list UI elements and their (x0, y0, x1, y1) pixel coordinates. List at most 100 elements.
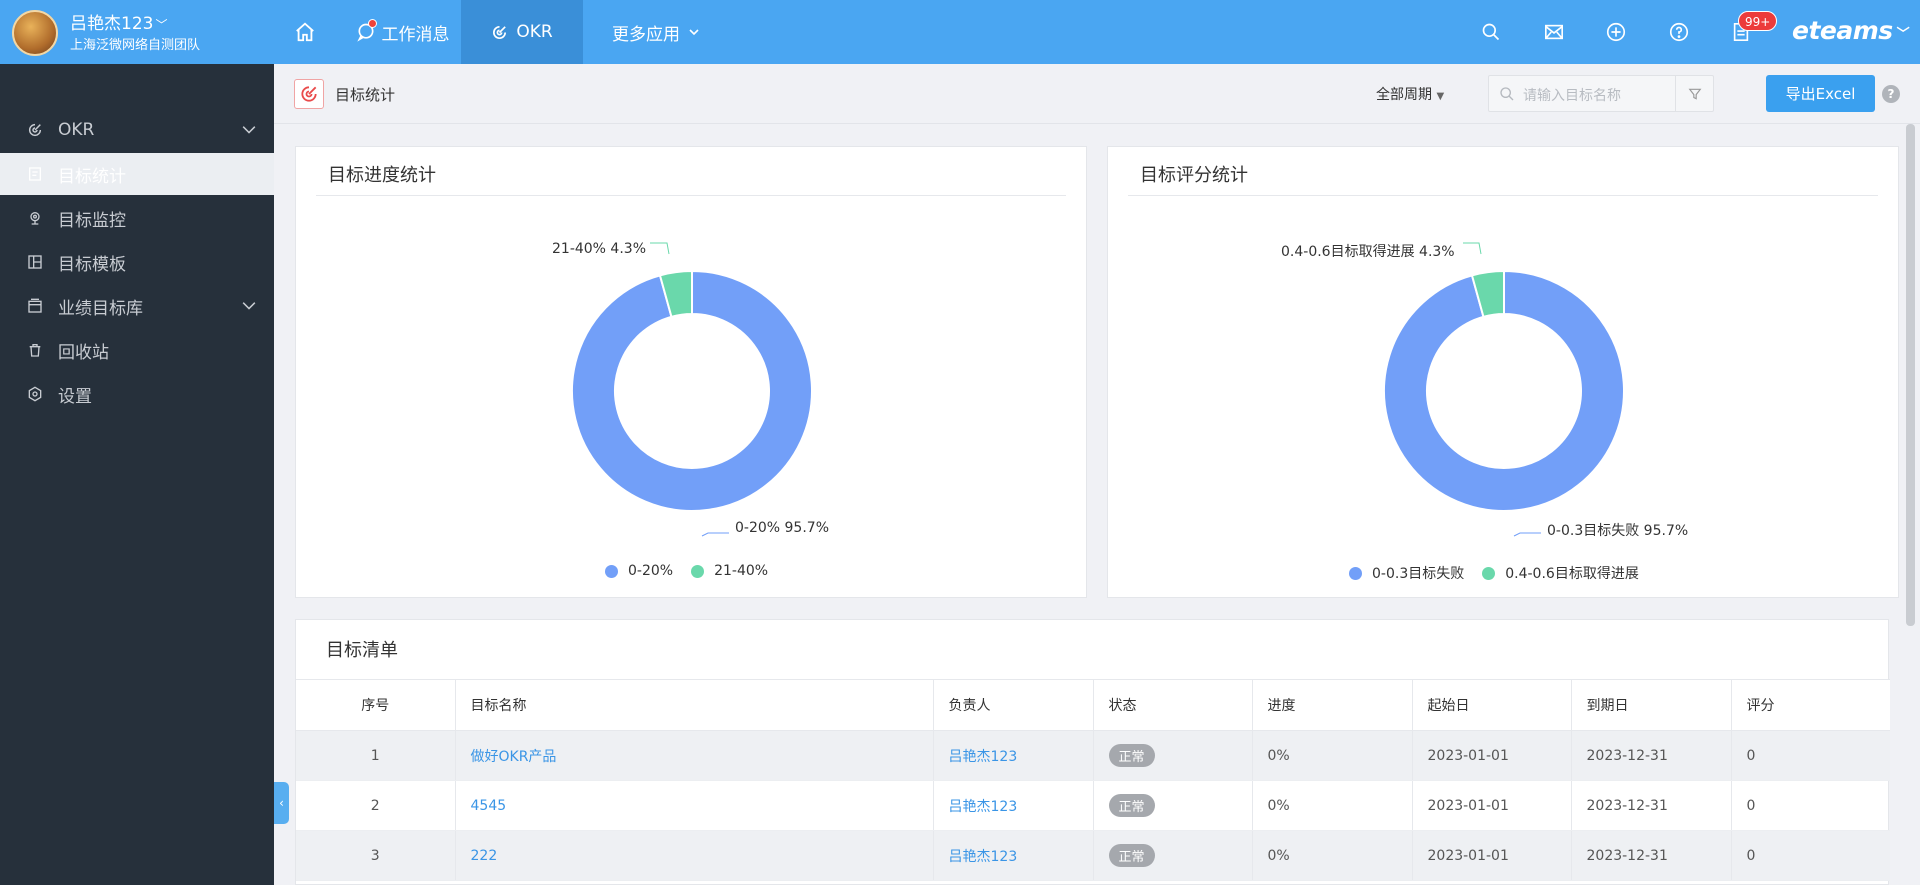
donut-slice-2[interactable] (658, 269, 693, 319)
user-name-text: 吕艳杰123 (70, 14, 154, 34)
filter-icon (1688, 88, 1701, 100)
user-name[interactable]: 吕艳杰123 ﹀ (70, 9, 167, 34)
period-dropdown[interactable]: 全部周期 ▼ (1376, 84, 1444, 104)
sidebar-item-okr[interactable]: OKR (0, 109, 274, 151)
goal-link[interactable]: 做好OKR产品 (470, 748, 557, 765)
page-header: 目标统计 全部周期 ▼ 请输入目标名称 导出Excel ? (274, 64, 1920, 124)
cell-due-date: 2023-12-31 (1570, 830, 1731, 881)
legend-item[interactable]: 0.4-0.6目标取得进展 (1505, 566, 1639, 582)
stats-icon (26, 165, 44, 183)
okr-icon (493, 25, 507, 39)
cell-progress: 0% (1251, 730, 1412, 781)
chevron-down-icon (689, 29, 699, 36)
search-icon (1482, 23, 1500, 41)
home-button[interactable] (285, 0, 325, 64)
donut-slice-1[interactable] (571, 269, 813, 512)
cell-status: 正常 (1092, 730, 1252, 781)
progress-chart-title: 目标进度统计 (328, 165, 436, 186)
sidebar: OKR 目标统计 目标监控 目标模板 业绩目标库 回收站 设置 (0, 64, 274, 885)
okr-icon (26, 121, 44, 139)
search-input[interactable]: 请输入目标名称 (1523, 88, 1621, 104)
sidebar-collapse-toggle[interactable]: ‹ (274, 782, 289, 824)
brand-logo[interactable]: eteams ﹀ (1792, 16, 1910, 45)
nav-more-apps[interactable]: 更多应用 (596, 0, 716, 64)
filter-button[interactable] (1675, 76, 1713, 111)
user-menu[interactable]: 吕艳杰123 ﹀ 上海泛微网络自测团队 (12, 8, 272, 56)
legend-item[interactable]: 0-20% (628, 563, 674, 579)
divider (316, 195, 1066, 196)
scrollbar[interactable] (1906, 124, 1915, 626)
brand-text: eteams (1792, 16, 1893, 45)
column-header[interactable]: 目标名称 (454, 679, 933, 731)
nav-more-apps-label: 更多应用 (612, 24, 680, 45)
score-chart-title: 目标评分统计 (1140, 165, 1248, 186)
owner-link[interactable]: 吕艳杰123 (948, 848, 1018, 865)
cell-goal-name: 222 (454, 830, 933, 881)
cell-progress: 0% (1251, 780, 1412, 831)
cell-index: 3 (296, 830, 455, 881)
progress-label-21-40: 21-40% 4.3% (552, 241, 647, 257)
search-field[interactable]: 请输入目标名称 (1488, 75, 1714, 112)
notification-badge: 99+ (1738, 11, 1778, 31)
sidebar-item-monitor[interactable]: 目标监控 (0, 197, 274, 239)
sidebar-item-stats[interactable]: 目标统计 (0, 153, 274, 195)
help-icon[interactable]: ? (1882, 85, 1900, 103)
table-header-row: 序号 目标名称 负责人 状态 进度 起始日 到期日 评分 (296, 679, 1890, 731)
cell-goal-name: 做好OKR产品 (454, 730, 933, 781)
add-button[interactable] (1602, 18, 1630, 46)
progress-donut-chart (571, 242, 813, 537)
owner-link[interactable]: 吕艳杰123 (948, 798, 1018, 815)
table-row[interactable]: 2 4545 吕艳杰123 正常 0% 2023-01-01 2023-12-3… (296, 780, 1890, 831)
nav-okr[interactable]: OKR (461, 0, 583, 64)
leader-line-2 (1463, 242, 1482, 255)
sidebar-item-trash[interactable]: 回收站 (0, 329, 274, 371)
top-bar: 吕艳杰123 ﹀ 上海泛微网络自测团队 工作消息 OKR 更多应用 99+ ete… (0, 0, 1920, 64)
legend-item[interactable]: 21-40% (714, 563, 769, 579)
library-icon (26, 297, 44, 315)
progress-legend: 0-20% 21-40% (605, 563, 768, 579)
donut-slice-1[interactable] (1383, 269, 1625, 512)
question-icon (1669, 22, 1689, 42)
mail-button[interactable] (1540, 18, 1568, 46)
help-button[interactable] (1665, 18, 1693, 46)
sidebar-item-label: 业绩目标库 (58, 298, 143, 319)
cell-score: 0 (1730, 830, 1890, 881)
sidebar-item-label: 设置 (58, 386, 92, 407)
sidebar-item-library[interactable]: 业绩目标库 (0, 285, 274, 327)
chevron-down-icon: ﹀ (1896, 26, 1910, 42)
column-header[interactable]: 起始日 (1411, 679, 1571, 731)
table-row[interactable]: 3 222 吕艳杰123 正常 0% 2023-01-01 2023-12-31… (296, 830, 1890, 881)
sidebar-item-template[interactable]: 目标模板 (0, 241, 274, 283)
column-header[interactable]: 状态 (1092, 679, 1252, 731)
nav-okr-label: OKR (516, 22, 553, 42)
column-header[interactable]: 到期日 (1570, 679, 1731, 731)
score-label-0.4-0.6: 0.4-0.6目标取得进展 4.3% (1281, 244, 1455, 260)
owner-link[interactable]: 吕艳杰123 (948, 748, 1018, 765)
search-button[interactable] (1477, 18, 1505, 46)
cell-goal-name: 4545 (454, 780, 933, 831)
column-header[interactable]: 序号 (296, 679, 455, 731)
donut-slice-2[interactable] (1470, 269, 1505, 319)
avatar[interactable] (12, 10, 58, 56)
sidebar-item-label: 目标监控 (58, 210, 126, 231)
sidebar-item-label: 目标统计 (58, 166, 126, 187)
column-header[interactable]: 负责人 (932, 679, 1093, 731)
sidebar-item-settings[interactable]: 设置 (0, 373, 274, 415)
nav-work-messages[interactable]: 工作消息 (345, 0, 460, 64)
status-badge: 正常 (1108, 744, 1155, 767)
plus-circle-icon (1606, 22, 1626, 42)
goal-link[interactable]: 4545 (470, 797, 507, 814)
goal-link[interactable]: 222 (470, 847, 498, 864)
sidebar-item-label: 目标模板 (58, 254, 126, 275)
column-header[interactable]: 评分 (1730, 679, 1890, 731)
nav-work-messages-label: 工作消息 (381, 24, 450, 45)
export-excel-button[interactable]: 导出Excel (1766, 75, 1875, 112)
table-row[interactable]: 1 做好OKR产品 吕艳杰123 正常 0% 2023-01-01 2023-1… (296, 730, 1890, 781)
message-icon (356, 19, 377, 42)
goal-list-card: 目标清单 序号 目标名称 负责人 状态 进度 起始日 到期日 评分 1 做好OK… (295, 619, 1890, 885)
stats-page-icon (294, 79, 324, 109)
period-label: 全部周期 (1376, 87, 1432, 103)
column-header[interactable]: 进度 (1251, 679, 1412, 731)
legend-item[interactable]: 0-0.3目标失败 (1372, 566, 1465, 582)
unread-dot (367, 19, 377, 28)
